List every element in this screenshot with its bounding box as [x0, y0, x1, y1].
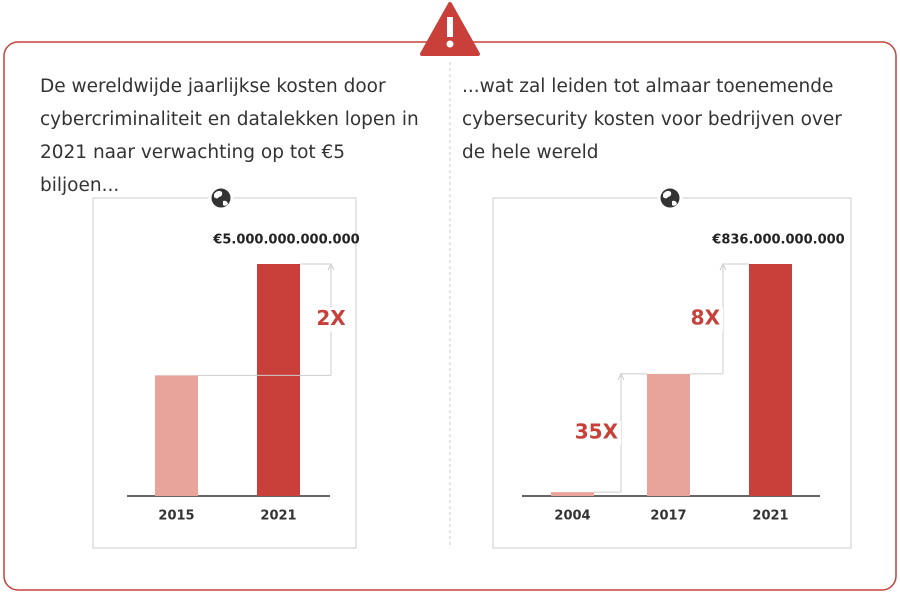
arrow-head: [327, 262, 335, 271]
bar: [551, 492, 594, 496]
globe-icon: [657, 185, 683, 211]
subtitle: ...wat zal leiden tot almaar toenemende …: [462, 76, 842, 163]
x-tick-label: 2004: [554, 509, 590, 524]
annotation-bg: [309, 307, 353, 332]
subtitle: De wereldwijde jaarlijkse kosten door cy…: [40, 76, 419, 196]
globe-icon: [208, 185, 234, 211]
bar: [647, 373, 690, 496]
annotation: 2X: [316, 306, 346, 330]
annotation-bg: [701, 306, 723, 331]
annotation: 8X: [691, 305, 721, 329]
warning-dot: [446, 40, 454, 48]
x-tick-label: 2021: [752, 509, 788, 524]
x-tick-label: 2015: [158, 509, 194, 524]
annotation-bg: [599, 421, 621, 446]
value-label: €5.000.000.000.000: [212, 233, 359, 248]
value-label: €836.000.000.000: [711, 233, 844, 248]
bar: [749, 264, 792, 496]
arrow-head: [719, 262, 727, 271]
bar: [155, 375, 198, 496]
x-tick-label: 2017: [650, 509, 686, 524]
annotation: 35X: [575, 420, 619, 444]
arrow-head: [617, 372, 625, 381]
bar: [257, 264, 300, 496]
x-tick-label: 2021: [260, 509, 296, 524]
warning-mark: [447, 17, 453, 37]
